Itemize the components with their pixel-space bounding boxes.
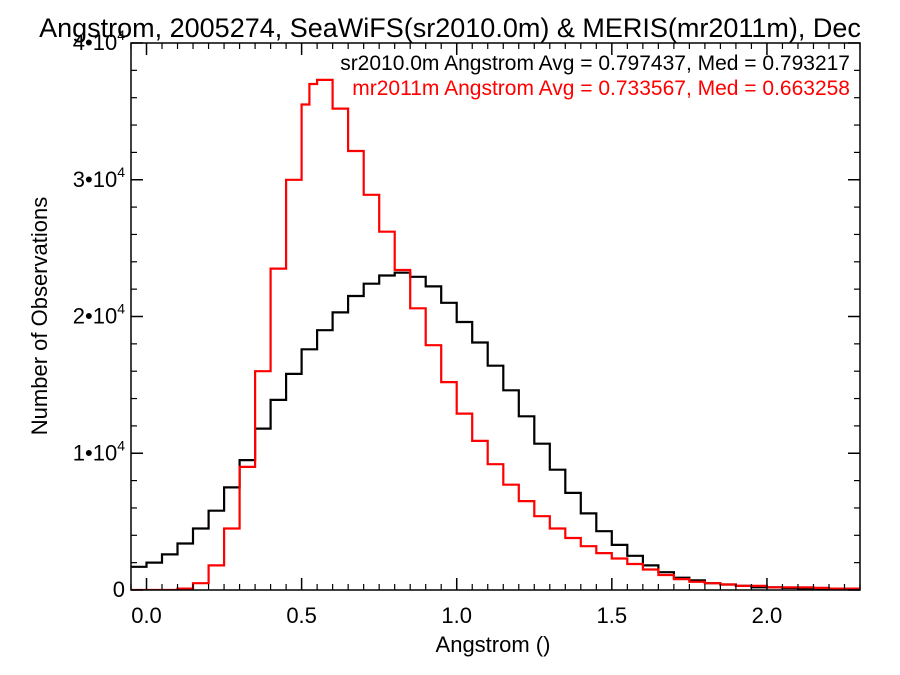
legend-entry-sr2010.0m: sr2010.0m Angstrom Avg = 0.797437, Med =…: [340, 52, 850, 75]
y-tick-label: 2•104: [73, 301, 125, 329]
x-tick-label: 0.5: [286, 603, 317, 628]
y-tick-label: 3•104: [73, 164, 125, 192]
legend-entry-mr2011m: mr2011m Angstrom Avg = 0.733567, Med = 0…: [352, 77, 850, 100]
series-line-sr2010.0m: [131, 271, 860, 590]
plot-area: 0.0 0.5 1.0 1.5 2.0 0 1•104 2•104 3•104 4•104: [73, 27, 861, 628]
y-axis-label: Number of Observations: [27, 197, 52, 435]
chart-title: Angstrom, 2005274, SeaWiFS(sr2010.0m) & …: [39, 13, 861, 43]
x-axis-label: Angstrom (): [436, 632, 551, 657]
x-tick-label: 2.0: [752, 603, 783, 628]
x-tick-label: 1.5: [597, 603, 628, 628]
x-tick-label: 1.0: [441, 603, 472, 628]
legend: sr2010.0m Angstrom Avg = 0.797437, Med =…: [340, 52, 850, 100]
x-tick-label: 0.0: [131, 603, 162, 628]
y-tick-label: 0: [113, 577, 125, 602]
y-tick-label: 1•104: [73, 437, 125, 465]
series-line-mr2011m: [131, 78, 860, 590]
y-tick-label: 4•104: [73, 27, 125, 55]
